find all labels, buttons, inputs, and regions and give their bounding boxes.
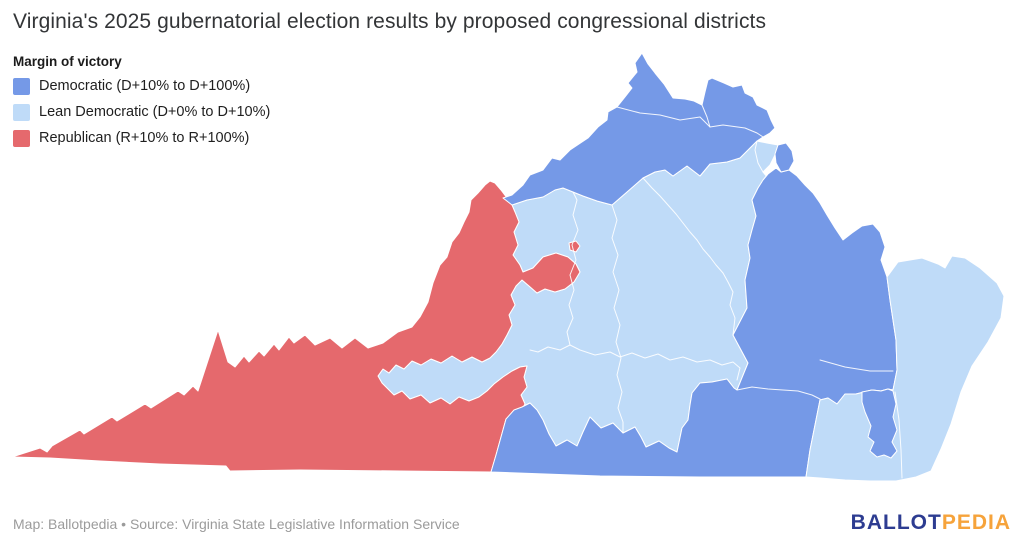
- district-boundary-5: [611, 204, 624, 434]
- district-boundary-6: [569, 344, 741, 381]
- district-boundary-3: [529, 191, 579, 353]
- legend-heading: Margin of victory: [13, 54, 122, 69]
- district-region-republican-enclave-speck: [568, 240, 581, 253]
- attribution-text: Map: Ballotpedia • Source: Virginia Stat…: [13, 516, 460, 532]
- legend-label: Democratic (D+10% to D+100%): [39, 78, 251, 94]
- district-boundary-9: [894, 391, 903, 479]
- district-region-eastern-shore-hampton-lean-democratic: [805, 255, 1005, 482]
- legend-swatch-republican: [13, 129, 30, 147]
- district-region-potomac-coast-democratic-pocket: [774, 142, 795, 173]
- district-boundary-0: [616, 106, 764, 138]
- legend-swatch-democratic: [13, 77, 30, 95]
- district-region-norfolk-peninsula-democratic: [861, 388, 898, 459]
- legend-item-lean_democratic: Lean Democratic (D+0% to D+10%): [13, 103, 270, 121]
- legend-swatch-lean_democratic: [13, 103, 30, 121]
- district-boundary-4: [642, 177, 736, 336]
- map-legend: Margin of victory Democratic (D+10% to D…: [13, 54, 270, 155]
- legend-item-democratic: Democratic (D+10% to D+100%): [13, 77, 270, 95]
- district-boundary-lines: [529, 104, 903, 479]
- legend-items: Democratic (D+10% to D+100%) Lean Democra…: [13, 77, 270, 147]
- legend-label: Republican (R+10% to R+100%): [39, 130, 250, 146]
- page-title: Virginia's 2025 gubernatorial election r…: [13, 10, 767, 33]
- district-regions: [11, 52, 1005, 482]
- ballotpedia-logo-ballot: BALLOT: [850, 511, 942, 534]
- ballotpedia-logo: BALLOTPEDIA: [851, 511, 1011, 535]
- district-region-southwest-republican: [11, 180, 581, 473]
- district-boundary-8: [819, 359, 894, 372]
- legend-label: Lean Democratic (D+0% to D+10%): [39, 104, 271, 120]
- district-boundary-7: [736, 386, 821, 400]
- district-region-northern-virginia-democratic: [502, 52, 776, 206]
- district-boundary-2: [754, 140, 764, 173]
- district-boundary-1: [701, 104, 711, 128]
- ballotpedia-logo-pedia: PEDIA: [941, 511, 1011, 534]
- legend-item-republican: Republican (R+10% to R+100%): [13, 129, 270, 147]
